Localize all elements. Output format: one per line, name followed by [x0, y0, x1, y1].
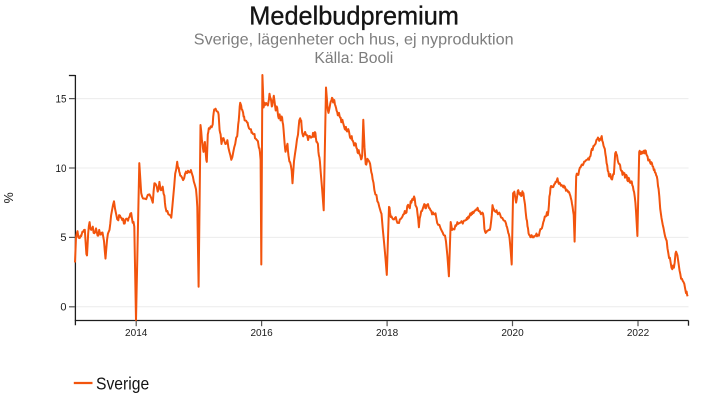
svg-text:2016: 2016: [250, 327, 272, 339]
svg-text:10: 10: [56, 163, 67, 175]
svg-text:Källa: Booli: Källa: Booli: [314, 50, 393, 67]
svg-text:%: %: [2, 192, 16, 203]
svg-text:Sverige: Sverige: [96, 374, 149, 394]
svg-text:2020: 2020: [501, 327, 523, 339]
svg-text:15: 15: [56, 93, 67, 105]
svg-text:2018: 2018: [376, 327, 398, 339]
svg-text:Medelbudpremium: Medelbudpremium: [249, 1, 459, 31]
svg-text:5: 5: [60, 232, 66, 244]
svg-text:2022: 2022: [627, 327, 649, 339]
svg-text:Sverige, lägenheter och hus, e: Sverige, lägenheter och hus, ej nyproduk…: [194, 32, 514, 49]
svg-text:0: 0: [60, 302, 66, 314]
svg-text:2014: 2014: [125, 327, 147, 339]
